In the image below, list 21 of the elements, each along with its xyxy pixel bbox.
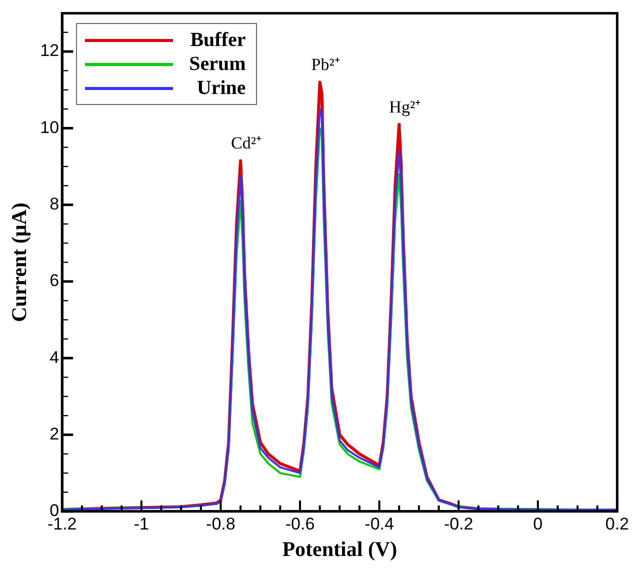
legend-label: Buffer bbox=[189, 28, 246, 52]
x-tick-label: 0.2 bbox=[605, 514, 630, 534]
x-axis-title: Potential (V) bbox=[282, 536, 398, 561]
annotation: Hg²⁺ bbox=[389, 97, 422, 116]
x-tick-label: 0 bbox=[533, 514, 543, 534]
legend-label: Serum bbox=[189, 52, 246, 76]
y-tick-label: 8 bbox=[50, 194, 60, 214]
legend-label: Urine bbox=[196, 76, 246, 100]
x-tick-label: -0.6 bbox=[285, 514, 315, 534]
annotation: Cd²⁺ bbox=[231, 134, 262, 153]
y-tick-label: 12 bbox=[40, 41, 60, 60]
y-tick-label: 4 bbox=[50, 348, 60, 367]
y-tick-label: 6 bbox=[50, 271, 60, 290]
y-tick-label: 10 bbox=[40, 118, 60, 137]
x-tick-label: -1 bbox=[134, 514, 149, 534]
x-tick-label: -0.8 bbox=[206, 514, 236, 534]
x-tick-label: -0.4 bbox=[364, 514, 394, 534]
y-axis-title: Current (μA) bbox=[7, 202, 32, 322]
x-tick-label: -0.2 bbox=[444, 514, 474, 534]
y-tick-label: 2 bbox=[50, 424, 60, 444]
annotation: Pb²⁺ bbox=[311, 55, 340, 74]
